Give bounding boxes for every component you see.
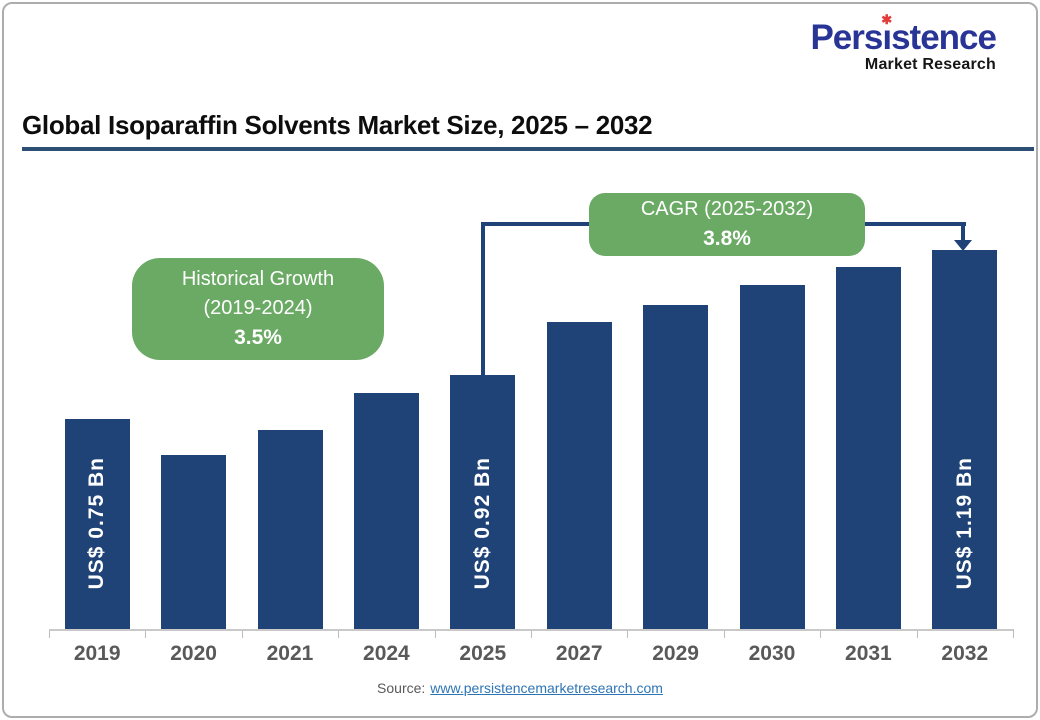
- x-axis-label-2032: 2032: [941, 642, 989, 665]
- x-axis-line: [49, 629, 1013, 631]
- bar-2031: [835, 267, 901, 629]
- bar-2025: US$ 0.92 Bn: [450, 375, 516, 629]
- cagr-callout: CAGR (2025-2032) 3.8%: [589, 193, 865, 256]
- brand-name-pre: Pers: [810, 18, 883, 57]
- logo-dot-icon: ✱: [881, 12, 893, 27]
- source-label: Source:: [377, 680, 426, 696]
- x-axis-tick: [1013, 629, 1014, 638]
- bar-value-label-2025: US$ 0.92 Bn: [470, 456, 494, 589]
- cagr-connector-vertical-right: [961, 222, 965, 242]
- brand-subtitle: Market Research: [864, 56, 996, 73]
- bar-value-label-wrap: US$ 1.19 Bn: [932, 457, 997, 589]
- x-axis-tick: [531, 629, 532, 638]
- x-axis-label-2024: 2024: [363, 642, 410, 665]
- bar-2021: [257, 430, 323, 629]
- bar-2024: [353, 393, 419, 629]
- cagr-line1: CAGR (2025-2032): [640, 198, 814, 221]
- brand-letter-i: ı ✱: [881, 13, 892, 57]
- x-axis-label-2021: 2021: [266, 642, 314, 665]
- bar-value-label-wrap: US$ 0.75 Bn: [65, 457, 130, 589]
- x-axis-tick: [723, 629, 725, 638]
- x-axis-label-2025: 2025: [459, 642, 507, 665]
- x-axis-tick: [338, 629, 340, 638]
- bar-value-label-2019: US$ 0.75 Bn: [85, 456, 109, 589]
- historical-growth-callout: Historical Growth (2019-2024) 3.5%: [132, 258, 384, 360]
- arrow-down-icon: [954, 240, 972, 251]
- historical-growth-line1: Historical Growth: [181, 268, 335, 291]
- brand-name: Persı ✱ stence: [810, 13, 997, 57]
- x-axis-label-2020: 2020: [170, 642, 217, 665]
- x-axis-label-2027: 2027: [555, 642, 603, 665]
- bar-2019: US$ 0.75 Bn: [64, 419, 130, 629]
- bar-2032: US$ 1.19 Bn: [932, 250, 998, 629]
- x-axis-tick: [49, 629, 50, 638]
- bar-2020: [161, 455, 227, 629]
- x-axis-tick: [627, 629, 629, 638]
- cagr-connector-vertical-left: [481, 222, 485, 377]
- bar-2030: [739, 285, 805, 629]
- x-axis-tick: [241, 629, 243, 638]
- x-axis-tick: [916, 629, 918, 638]
- historical-growth-line2: (2019-2024): [203, 297, 313, 320]
- x-axis-tick: [820, 629, 822, 638]
- x-axis-label-2029: 2029: [652, 642, 699, 665]
- x-axis-label-2019: 2019: [73, 642, 121, 665]
- historical-growth-value: 3.5%: [234, 326, 282, 350]
- x-axis-label-2031: 2031: [845, 642, 892, 665]
- bar-2027: [546, 322, 612, 629]
- x-axis-tick: [145, 629, 147, 638]
- bar-value-label-wrap: US$ 0.92 Bn: [450, 457, 515, 589]
- cagr-value: 3.8%: [703, 227, 751, 251]
- bar-value-label-2032: US$ 1.19 Bn: [952, 456, 976, 589]
- brand-letter-i-glyph: ı: [882, 18, 892, 57]
- title-underline: [22, 147, 1034, 151]
- brand-logo: Persı ✱ stence Market Research: [810, 13, 997, 74]
- x-axis-tick: [434, 629, 436, 638]
- x-axis-label-2030: 2030: [748, 642, 796, 665]
- source-line: Source: www.persistencemarketresearch.com: [4, 680, 1036, 696]
- page-title: Global Isoparaffin Solvents Market Size,…: [22, 110, 653, 140]
- source-link[interactable]: www.persistencemarketresearch.com: [430, 680, 663, 696]
- bar-2029: [643, 305, 709, 629]
- brand-name-post: stence: [891, 18, 997, 57]
